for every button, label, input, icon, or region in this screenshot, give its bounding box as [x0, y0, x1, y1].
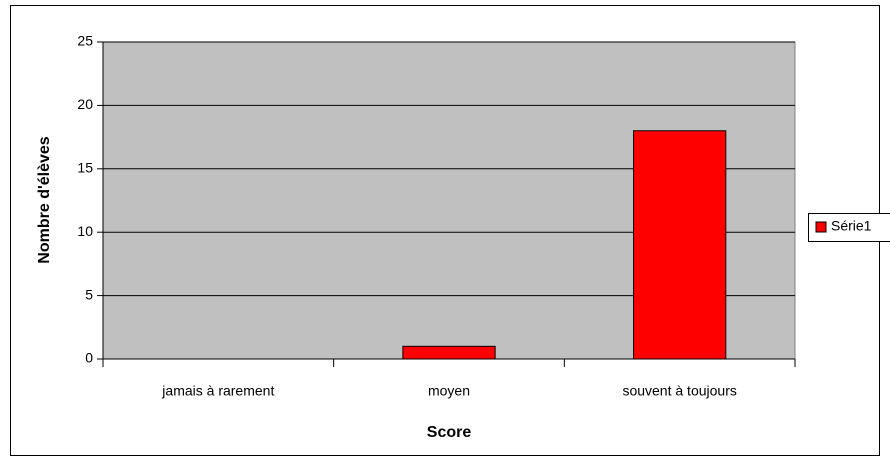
y-tick-label: 25	[77, 33, 93, 49]
y-tick-label: 15	[77, 160, 93, 176]
bar	[402, 345, 496, 360]
x-tick-label: moyen	[428, 383, 470, 399]
y-axis-title: Nombre d'élèves	[36, 136, 53, 264]
y-tick-label: 10	[77, 223, 93, 239]
x-tick-label: jamais à rarement	[161, 383, 274, 399]
y-tick-label: 0	[85, 350, 93, 366]
bar	[633, 130, 727, 360]
x-tick-label: souvent à toujours	[622, 383, 736, 399]
y-tick-label: 5	[85, 286, 93, 302]
legend-label: Série1	[831, 218, 872, 234]
legend-swatch	[815, 221, 827, 233]
x-axis-title: Score	[427, 424, 472, 441]
y-tick-label: 20	[77, 96, 93, 112]
